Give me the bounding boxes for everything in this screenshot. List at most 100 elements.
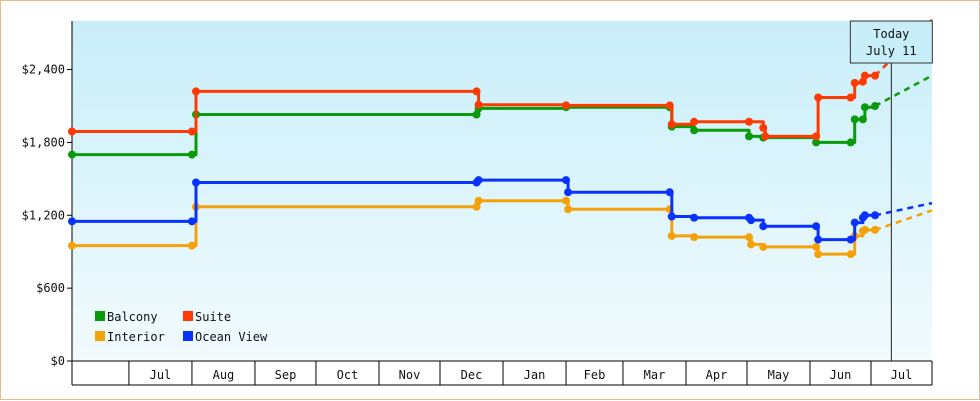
data-point — [68, 127, 76, 136]
data-point — [812, 138, 821, 147]
data-point — [667, 212, 676, 221]
data-point — [759, 222, 768, 231]
today-label: Today — [873, 27, 909, 41]
data-point — [474, 100, 483, 109]
legend-label: Suite — [195, 310, 231, 324]
data-point — [858, 77, 867, 86]
series-suite — [68, 18, 933, 141]
x-tick-label: Oct — [337, 368, 359, 382]
data-point — [562, 176, 571, 185]
data-point — [187, 217, 196, 226]
data-point — [665, 188, 674, 197]
x-tick-label: Mar — [644, 368, 666, 382]
data-point — [562, 196, 571, 205]
x-tick-label: Apr — [706, 368, 728, 382]
data-point — [761, 132, 770, 141]
x-tick-label: Dec — [461, 368, 483, 382]
x-tick-label: Aug — [213, 368, 235, 382]
data-point — [68, 150, 76, 159]
y-tick-label: $600 — [36, 281, 65, 295]
series-layer — [68, 18, 933, 259]
x-tick-label: Jul — [891, 368, 913, 382]
data-point — [846, 235, 855, 244]
plot-background — [72, 21, 932, 361]
legend-swatch — [95, 311, 105, 321]
legend-label: Interior — [107, 330, 165, 344]
today-marker: Today July 11 — [849, 20, 933, 361]
x-axis: Jul Aug Sep Oct Nov Dec Jan Feb Mar Apr May Jun Jul — [71, 360, 933, 386]
data-point — [187, 150, 196, 159]
data-point — [871, 211, 880, 220]
data-point — [68, 241, 76, 250]
projection-line — [874, 201, 933, 217]
data-point — [850, 78, 859, 87]
data-point — [690, 213, 699, 222]
data-point — [690, 126, 699, 135]
data-point — [472, 87, 481, 96]
data-point — [846, 250, 855, 259]
x-tick-label: May — [768, 368, 790, 382]
data-point — [860, 225, 869, 234]
data-point — [812, 222, 821, 231]
legend-swatch — [95, 331, 105, 341]
data-point — [850, 218, 859, 227]
data-point — [759, 123, 768, 132]
data-point — [665, 101, 674, 110]
data-point — [871, 225, 880, 234]
data-point — [187, 241, 196, 250]
data-point — [667, 120, 676, 129]
data-point — [745, 132, 754, 141]
legend-swatch — [183, 311, 193, 321]
data-point — [860, 103, 869, 112]
data-point — [564, 188, 573, 197]
series-ocean-view — [68, 176, 933, 244]
data-point — [812, 132, 821, 141]
data-point — [846, 138, 855, 147]
today-date-label: July 11 — [866, 44, 917, 58]
data-point — [812, 242, 821, 251]
data-point — [562, 101, 571, 110]
data-point — [745, 117, 754, 126]
data-point — [192, 178, 201, 187]
data-point — [860, 71, 869, 80]
x-tick-label: Nov — [399, 368, 421, 382]
today-box — [849, 20, 933, 64]
y-tick-label: $1,200 — [22, 208, 65, 222]
data-point — [187, 127, 196, 136]
x-tick-label: Jul — [150, 368, 172, 382]
data-point — [472, 202, 481, 211]
data-point — [814, 235, 823, 244]
data-point — [747, 216, 756, 225]
data-point — [860, 211, 869, 220]
data-point — [850, 115, 859, 124]
data-point — [192, 87, 201, 96]
x-tick-label: Sep — [275, 368, 297, 382]
x-tick-label: Feb — [584, 368, 606, 382]
data-point — [814, 93, 823, 102]
data-point — [472, 110, 481, 119]
data-point — [858, 115, 867, 124]
y-tick-label: $1,800 — [22, 135, 65, 149]
data-point — [814, 250, 823, 259]
data-point — [745, 233, 754, 242]
data-point — [68, 217, 76, 226]
data-point — [747, 240, 756, 249]
y-tick-label: $2,400 — [22, 63, 65, 77]
y-axis: $0 $600 $1,200 $1,800 $2,400 — [22, 21, 73, 368]
legend: Balcony Suite Interior Ocean View — [95, 310, 268, 344]
x-tick-label: Jan — [524, 368, 546, 382]
data-point — [759, 242, 768, 251]
data-point — [667, 231, 676, 240]
data-point — [846, 93, 855, 102]
data-point — [474, 196, 483, 205]
data-point — [564, 205, 573, 214]
legend-swatch — [183, 331, 193, 341]
x-tick-label: Jun — [830, 368, 852, 382]
legend-label: Ocean View — [195, 330, 268, 344]
data-point — [474, 176, 483, 185]
legend-label: Balcony — [107, 310, 158, 324]
data-point — [690, 117, 699, 126]
data-point — [690, 233, 699, 242]
